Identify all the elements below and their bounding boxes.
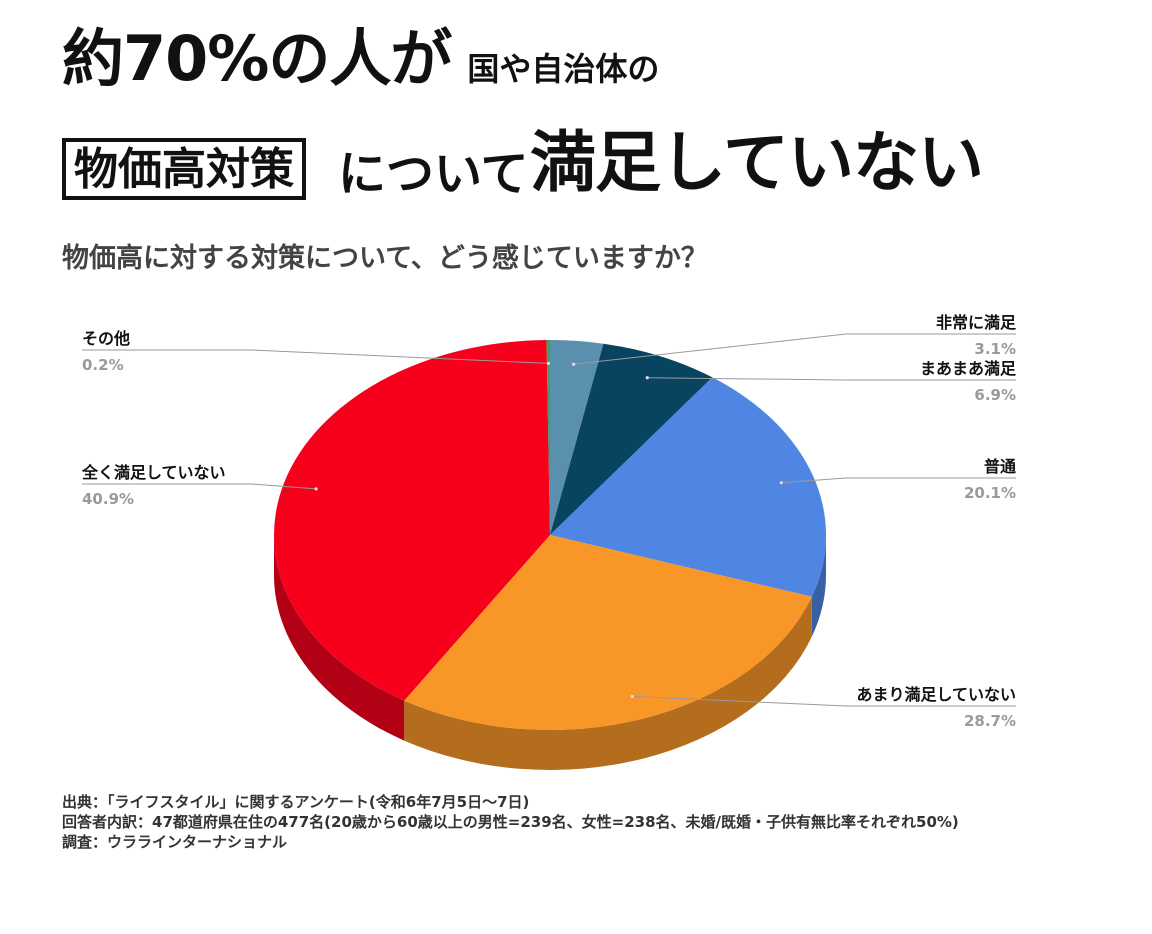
- footer-respondents: 回答者内訳：47都道府県在住の477名(20歳から60歳以上の男性=239名、女…: [62, 813, 959, 831]
- headline-emphasis: 満足していない: [530, 124, 984, 201]
- slice-value-3: 28.7%: [964, 712, 1016, 730]
- leader-dot-1: [645, 376, 649, 380]
- pie-slice-side-2: [811, 535, 826, 637]
- slice-label-0: 非常に満足: [936, 313, 1017, 332]
- leader-dot-3: [630, 694, 634, 699]
- slice-value-2: 20.1%: [964, 484, 1016, 502]
- headline-line1: 約70%の人が 国や自治体の: [62, 28, 659, 90]
- leader-dot-2: [779, 481, 783, 485]
- slice-label-5: その他: [82, 329, 130, 348]
- pie-slice-4: [274, 340, 550, 701]
- pie-slice-0: [550, 340, 604, 535]
- leader-line-2: [781, 477, 1016, 484]
- pie-slice-1: [550, 343, 713, 535]
- headline-main: 約70%の人が: [62, 22, 452, 95]
- pie-slice-3: [404, 535, 812, 730]
- headline-connector: について: [338, 146, 529, 202]
- leader-line-0: [573, 333, 1016, 365]
- footer-source: 出典：「ライフスタイル」に関するアンケート(令和6年7月5日～7日): [62, 793, 530, 811]
- survey-question: 物価高に対する対策について、どう感じていますか？: [62, 243, 708, 274]
- leader-line-5: [82, 349, 549, 364]
- leader-line-1: [647, 377, 1016, 381]
- slice-value-0: 3.1%: [974, 340, 1016, 358]
- pie-slice-side-4: [274, 535, 405, 741]
- footer-notes: 出典：「ライフスタイル」に関するアンケート(令和6年7月5日～7日) 回答者内訳…: [62, 792, 959, 852]
- pie-slice-2: [550, 377, 826, 597]
- pie-slice-side-3: [404, 596, 812, 771]
- slice-label-2: 普通: [984, 457, 1016, 476]
- slice-label-4: 全く満足していない: [81, 463, 226, 482]
- slice-value-4: 40.9%: [82, 490, 134, 508]
- leader-line-4: [82, 483, 317, 490]
- leader-dot-4: [314, 487, 318, 491]
- slice-value-1: 6.9%: [974, 386, 1016, 404]
- headline-sub: 国や自治体の: [467, 50, 660, 88]
- leader-dot-0: [572, 362, 576, 366]
- leader-dot-5: [546, 361, 551, 366]
- leader-line-3: [632, 695, 1016, 707]
- headline-boxed-keyword: 物価高対策: [62, 138, 306, 200]
- pie-slice-5: [546, 340, 550, 535]
- slice-label-1: まあまあ満足: [920, 359, 1017, 378]
- slice-label-3: あまり満足していない: [856, 685, 1016, 704]
- footer-survey: 調査：ウララインターナショナル: [62, 833, 288, 851]
- slice-value-5: 0.2%: [82, 356, 124, 374]
